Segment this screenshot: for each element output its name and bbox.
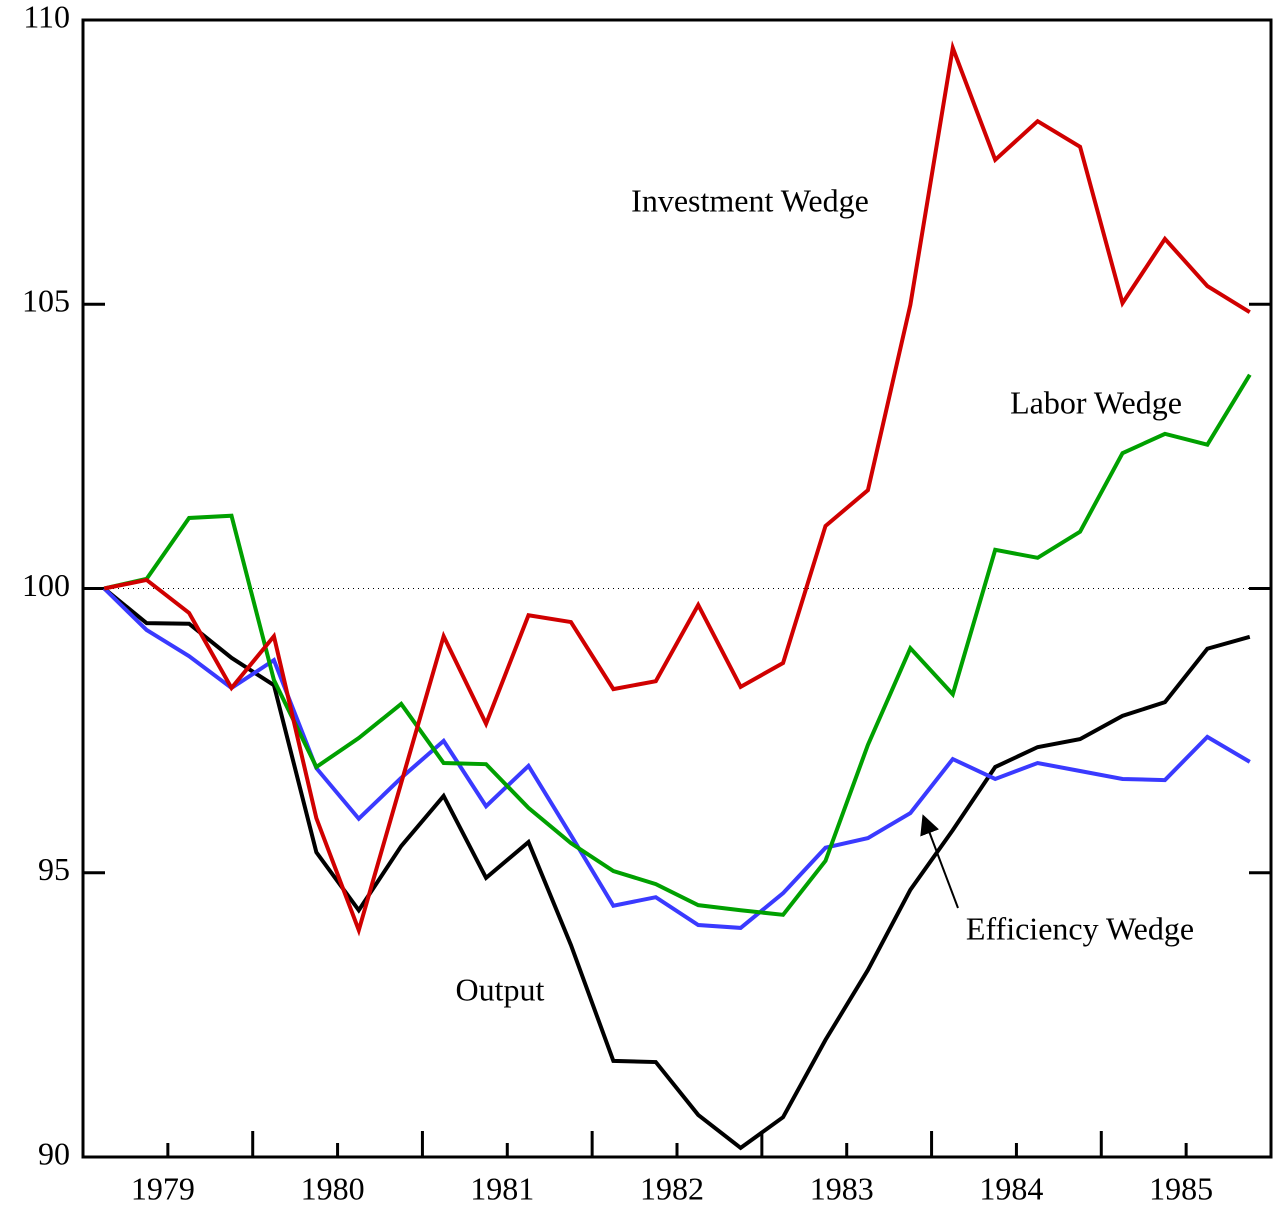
series-annotation: Labor Wedge <box>1010 384 1182 420</box>
x-tick-label: 1984 <box>979 1170 1043 1206</box>
series-annotation: Output <box>456 971 545 1007</box>
y-tick-label: 95 <box>38 851 70 887</box>
y-tick-label: 100 <box>22 567 70 603</box>
series-annotation: Efficiency Wedge <box>966 910 1194 946</box>
x-tick-label: 1983 <box>810 1170 874 1206</box>
plot-lines <box>102 40 1252 1151</box>
y-tick-label: 105 <box>22 283 70 319</box>
x-tick-label: 1981 <box>470 1170 534 1206</box>
x-tick-label: 1985 <box>1149 1170 1213 1206</box>
x-tick-label: 1979 <box>131 1170 195 1206</box>
series-line <box>102 586 1251 1151</box>
y-tick-label: 90 <box>38 1135 70 1171</box>
series-line <box>102 587 1251 930</box>
series-line <box>103 40 1251 937</box>
annotation-arrow <box>920 814 959 909</box>
x-tick-label: 1982 <box>640 1170 704 1206</box>
y-tick-label: 110 <box>23 0 70 34</box>
series-annotation: Investment Wedge <box>631 182 869 218</box>
plot-frame <box>81 18 1273 1159</box>
x-tick-label: 1980 <box>301 1170 365 1206</box>
